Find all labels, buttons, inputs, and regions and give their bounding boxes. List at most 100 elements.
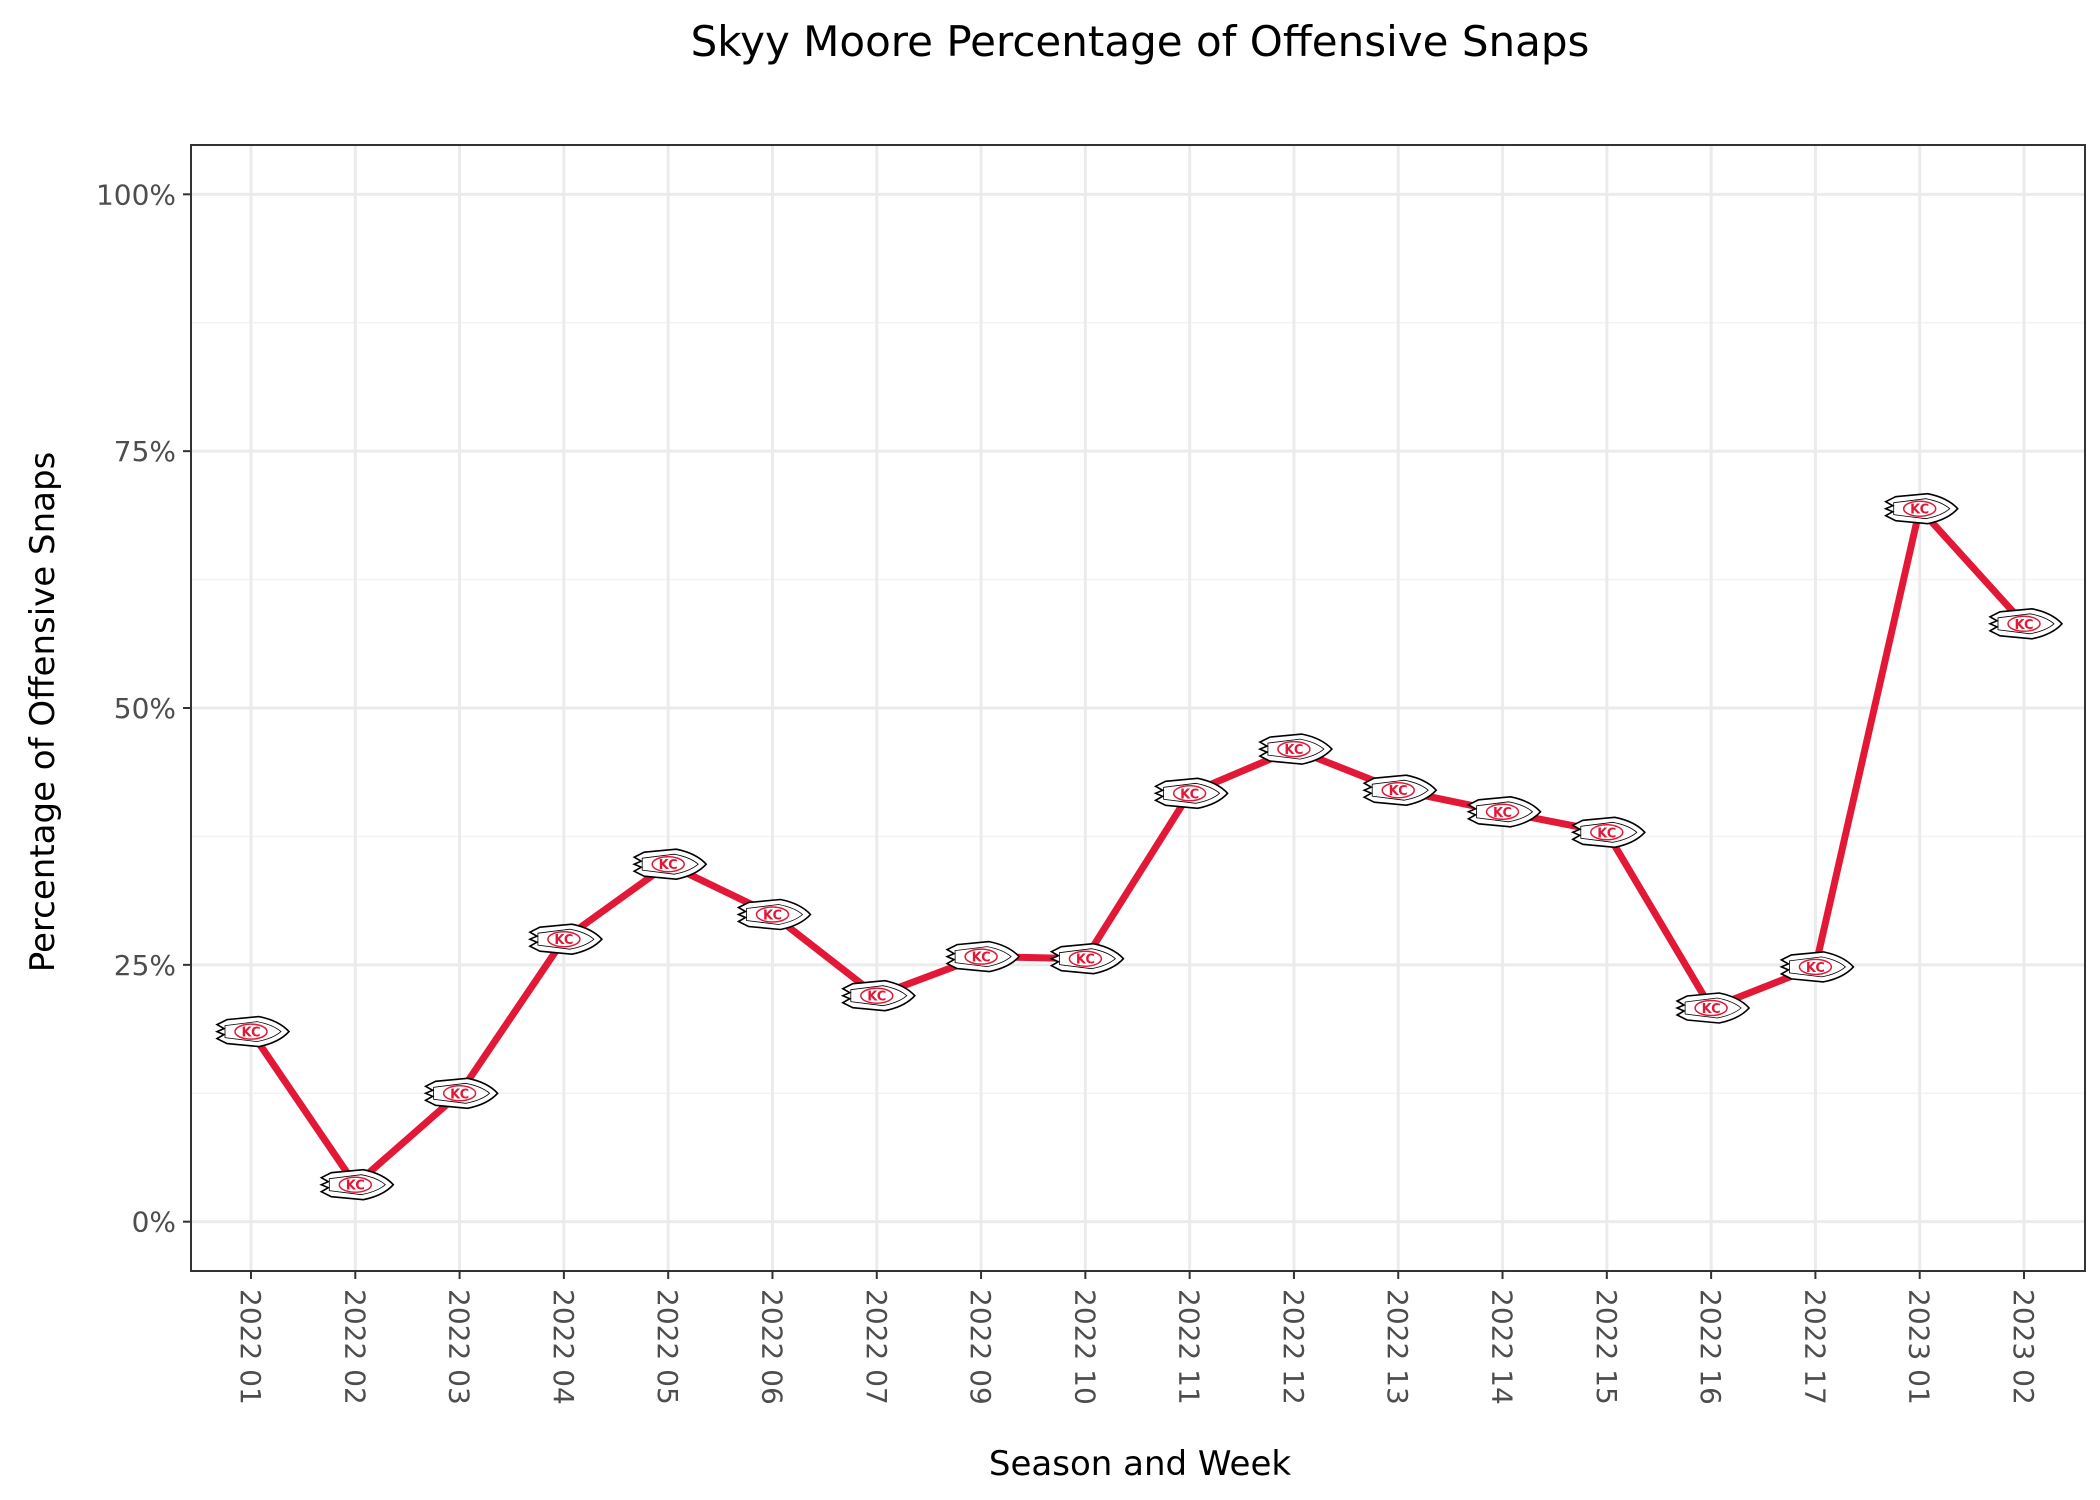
x-tick-label: 2022 06 xyxy=(756,1289,789,1405)
data-point-marker: KC xyxy=(945,940,1021,973)
arrowhead-logo-text: KC xyxy=(1806,961,1825,976)
arrowhead-oval xyxy=(1068,950,1103,967)
arrowhead-oval xyxy=(964,948,998,965)
arrowhead-logo-text: KC xyxy=(1910,503,1929,518)
y-tick-label: 0% xyxy=(132,1206,176,1239)
x-tick-label: 2022 09 xyxy=(964,1289,997,1405)
data-point-marker: KC xyxy=(527,923,603,956)
y-tick-label: 75% xyxy=(114,435,176,468)
arrowhead-oval xyxy=(234,1023,268,1040)
arrowhead-inner-outline xyxy=(537,928,595,950)
arrowhead-oval xyxy=(1485,803,1520,821)
arrowhead-oval xyxy=(1694,999,1728,1017)
x-tick-label: 2022 03 xyxy=(443,1289,476,1405)
data-point-marker: KC xyxy=(1362,774,1438,807)
x-tick-label: 2023 01 xyxy=(1903,1289,1936,1405)
arrowhead-oval xyxy=(1902,500,1937,517)
x-tick-label: 2022 10 xyxy=(1068,1289,1101,1405)
arrowhead-logo-text: KC xyxy=(1493,806,1512,821)
y-axis-title: Percentage of Offensive Snaps xyxy=(23,452,63,973)
arrowhead-oval xyxy=(755,906,790,923)
arrowhead-oval xyxy=(338,1176,373,1193)
data-point-marker: KC xyxy=(319,1168,395,1201)
y-tick-label: 100% xyxy=(96,178,176,211)
x-tick-label: 2022 05 xyxy=(651,1289,684,1405)
arrowhead-inner-outline xyxy=(328,1174,386,1196)
arrowhead-inner-outline xyxy=(641,853,699,875)
data-point-marker: KC xyxy=(1883,492,1959,525)
arrowhead-logo-text: KC xyxy=(763,909,782,924)
arrowhead-logo-text: KC xyxy=(1076,953,1095,968)
data-point-marker: KC xyxy=(1049,942,1125,975)
data-point-marker: KC xyxy=(1570,816,1646,849)
data-point-marker: KC xyxy=(736,898,812,931)
y-tick-label: 25% xyxy=(114,949,176,982)
arrowhead-oval xyxy=(1381,781,1415,799)
x-tick-label: 2022 14 xyxy=(1486,1289,1519,1405)
arrowhead-logo-text: KC xyxy=(2014,618,2033,633)
x-tick-label: 2022 02 xyxy=(338,1289,371,1405)
data-point-marker: KC xyxy=(423,1077,499,1110)
arrowhead-logo-text: KC xyxy=(972,951,991,966)
arrowhead-logo-text: KC xyxy=(450,1087,469,1102)
arrowhead-inner-outline xyxy=(1267,738,1325,760)
x-tick-label: 2022 13 xyxy=(1381,1289,1414,1405)
data-point-marker: KC xyxy=(1675,992,1751,1024)
arrowhead-inner-outline xyxy=(433,1082,491,1104)
arrowhead-oval xyxy=(442,1085,477,1102)
arrowhead-inner-outline xyxy=(224,1021,282,1043)
arrowhead-oval xyxy=(1277,740,1311,758)
plot-panel: KC KC KC KC KC KC KC KC KC KC KC KC KC KC KC KC KC KC xyxy=(190,144,2086,1272)
arrowhead-logo-text: KC xyxy=(659,858,678,873)
arrowhead-inner-outline xyxy=(1997,613,2055,635)
data-point-marker: KC xyxy=(1779,951,1855,983)
chart-title: Skyy Moore Percentage of Offensive Snaps xyxy=(691,17,1590,66)
arrowhead-inner-outline xyxy=(1789,956,1847,978)
x-tick-label: 2022 16 xyxy=(1694,1289,1727,1405)
y-tick-label: 50% xyxy=(114,692,176,725)
data-point-marker: KC xyxy=(840,979,916,1012)
arrowhead-oval xyxy=(1172,785,1207,802)
arrowhead-logo-text: KC xyxy=(1389,784,1408,799)
x-tick-label: 2023 02 xyxy=(2007,1289,2040,1405)
arrowhead-inner-outline xyxy=(954,946,1012,968)
arrowhead-oval xyxy=(1590,824,1624,841)
arrowhead-logo-text: KC xyxy=(1284,743,1303,758)
data-point-marker: KC xyxy=(1987,607,2064,640)
arrowhead-logo-text: KC xyxy=(1597,826,1616,841)
arrowhead-inner-outline xyxy=(1580,821,1638,843)
arrowhead-inner-outline xyxy=(1163,782,1221,804)
arrowhead-inner-outline xyxy=(1684,997,1742,1019)
arrowhead-logo-text: KC xyxy=(1180,787,1199,802)
data-point-marker: KC xyxy=(1257,733,1333,765)
x-tick-label: 2022 11 xyxy=(1173,1289,1206,1405)
arrowhead-inner-outline xyxy=(1059,948,1117,970)
arrowhead-inner-outline xyxy=(746,904,804,925)
arrowhead-logo-text: KC xyxy=(241,1026,260,1041)
x-tick-label: 2022 07 xyxy=(860,1289,893,1405)
arrowhead-oval xyxy=(860,987,894,1004)
x-tick-label: 2022 12 xyxy=(1277,1289,1310,1405)
arrowhead-inner-outline xyxy=(1371,779,1429,801)
data-point-marker: KC xyxy=(1466,795,1542,828)
arrowhead-logo-text: KC xyxy=(867,990,886,1005)
arrowhead-logo-text: KC xyxy=(346,1179,365,1194)
arrowhead-inner-outline xyxy=(850,985,908,1007)
x-tick-label: 2022 01 xyxy=(234,1289,267,1405)
x-axis-title: Season and Week xyxy=(989,1444,1291,1484)
arrowhead-logo-text: KC xyxy=(554,933,573,948)
x-tick-label: 2022 04 xyxy=(547,1289,580,1405)
arrowhead-oval xyxy=(1798,958,1833,976)
data-point-marker: KC xyxy=(632,848,708,881)
x-tick-label: 2022 15 xyxy=(1590,1289,1623,1405)
arrowhead-inner-outline xyxy=(1893,498,1951,520)
arrowhead-oval xyxy=(547,930,581,948)
data-point-marker: KC xyxy=(214,1015,291,1048)
arrowhead-oval xyxy=(2007,615,2041,633)
arrowhead-oval xyxy=(651,855,685,873)
x-tick-label: 2022 17 xyxy=(1798,1289,1831,1405)
data-point-marker: KC xyxy=(1153,777,1229,810)
arrowhead-inner-outline xyxy=(1476,801,1534,823)
arrowhead-logo-text: KC xyxy=(1702,1002,1721,1017)
